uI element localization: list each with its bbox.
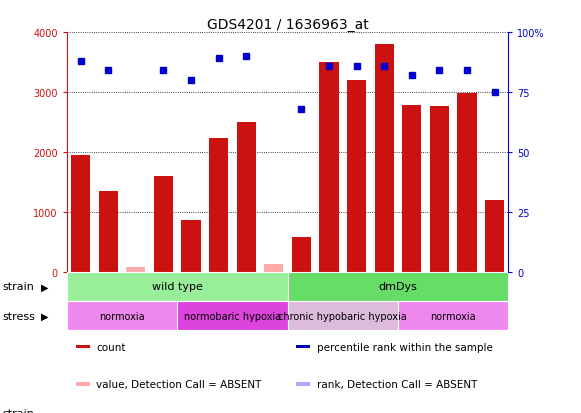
Bar	[320, 63, 339, 272]
Bar	[264, 264, 284, 272]
Bar	[236, 123, 256, 272]
Text: strain: strain	[3, 408, 35, 413]
Text: count: count	[96, 342, 125, 352]
Bar	[67, 272, 288, 301]
Bar	[209, 139, 228, 272]
Bar	[457, 94, 476, 272]
Bar	[485, 200, 504, 272]
Text: normobaric hypoxia: normobaric hypoxia	[184, 311, 281, 321]
Bar	[398, 301, 508, 330]
Bar	[296, 345, 310, 349]
Bar	[76, 345, 89, 349]
Bar	[177, 301, 288, 330]
Bar	[347, 81, 366, 272]
Bar	[126, 267, 145, 272]
Bar	[288, 301, 398, 330]
Text: chronic hypobaric hypoxia: chronic hypobaric hypoxia	[278, 311, 407, 321]
Text: percentile rank within the sample: percentile rank within the sample	[317, 342, 493, 352]
Text: normoxia: normoxia	[431, 311, 476, 321]
Bar	[67, 301, 177, 330]
Bar	[76, 382, 89, 386]
Text: dmDys: dmDys	[379, 282, 417, 292]
Bar	[296, 382, 310, 386]
Text: ▶: ▶	[41, 282, 48, 292]
Bar	[375, 45, 394, 272]
Bar	[71, 156, 90, 272]
Text: value, Detection Call = ABSENT: value, Detection Call = ABSENT	[96, 379, 261, 389]
Bar	[402, 106, 421, 272]
Text: normoxia: normoxia	[99, 311, 145, 321]
Text: wild type: wild type	[152, 282, 203, 292]
Bar	[288, 272, 508, 301]
Text: rank, Detection Call = ABSENT: rank, Detection Call = ABSENT	[317, 379, 478, 389]
Bar	[292, 237, 311, 272]
Title: GDS4201 / 1636963_at: GDS4201 / 1636963_at	[207, 18, 368, 32]
Bar	[430, 107, 449, 272]
Bar	[99, 192, 118, 272]
Bar	[181, 220, 200, 272]
Text: stress: stress	[3, 311, 36, 321]
Text: ▶: ▶	[41, 311, 48, 321]
Text: strain: strain	[3, 282, 35, 292]
Bar	[154, 176, 173, 272]
